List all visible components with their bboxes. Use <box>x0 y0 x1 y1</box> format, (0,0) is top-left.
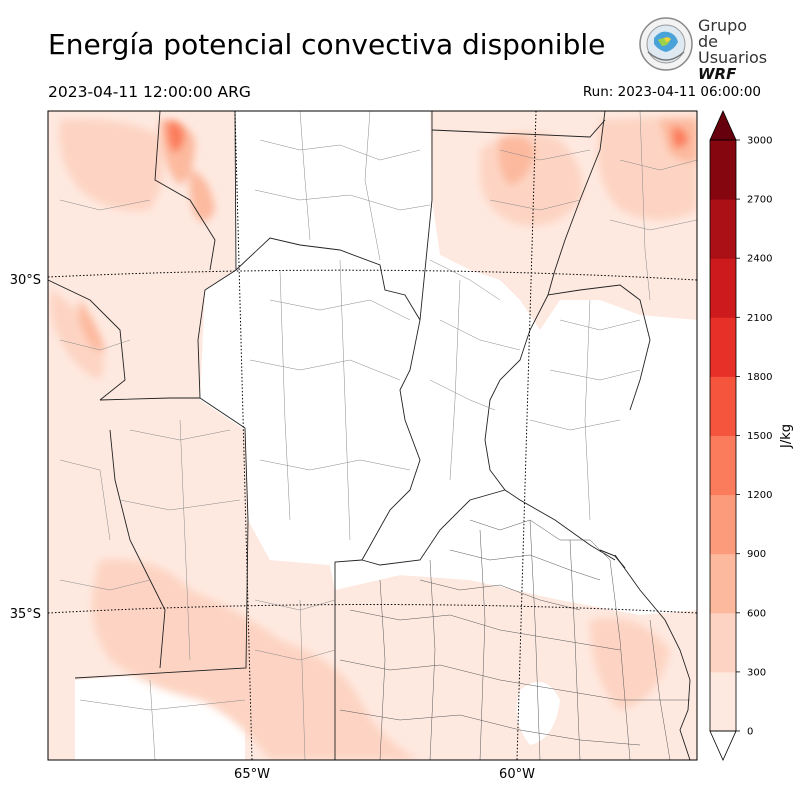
colorbar-tick-label: 1800 <box>747 372 772 383</box>
colorbar-tick-label: 3000 <box>747 136 772 147</box>
cape-fill-300-600 <box>49 115 697 760</box>
valid-time: 2023-04-11 12:00:00 ARG <box>48 83 251 101</box>
run-time: Run: 2023-04-11 06:00:00 <box>582 84 761 100</box>
colorbar-tick-label: 0 <box>747 727 753 738</box>
department-boundaries <box>59 111 697 760</box>
logo-text-line1: Grupo de <box>698 16 748 51</box>
colorbar-segment <box>710 671 736 732</box>
colorbar-unit-label: J/kg <box>779 424 794 449</box>
map-title: Energía potencial convectiva disponible <box>48 28 606 61</box>
colorbar-extend-min <box>709 730 737 761</box>
logo-text-wrf: WRF <box>698 65 737 83</box>
globe-logo-icon <box>639 17 693 71</box>
colorbar-tick-label: 1500 <box>747 431 772 442</box>
colorbar: 0 300 600 900 1200 1500 1800 2100 2400 2700 3000 <box>709 110 772 761</box>
grupo-usuarios-wrf-logo: Grupo de Usuarios WRF <box>638 16 768 82</box>
graticule <box>48 111 697 760</box>
map-plot-area <box>48 111 697 760</box>
colorbar-segment <box>710 199 736 259</box>
map-frame <box>47 110 698 761</box>
logo-text-line2: Usuarios <box>698 48 768 67</box>
colorbar-segment <box>710 376 736 436</box>
colorbar-segment <box>710 612 736 673</box>
colorbar-tick-label: 2400 <box>747 254 772 265</box>
coastline <box>614 554 691 760</box>
colorbar-extend-max <box>709 110 737 141</box>
colorbar-segment <box>710 317 736 377</box>
lat-label-35s: 35°S <box>10 607 41 622</box>
colorbar-tick-label: 1200 <box>747 490 772 501</box>
cape-fill-600-900 <box>78 119 697 351</box>
colorbar-tick-label: 2700 <box>747 195 772 206</box>
lon-label-65w: 65°W <box>234 767 270 782</box>
cape-fill-900-1500 <box>167 121 688 152</box>
lon-label-60w: 60°W <box>499 767 535 782</box>
colorbar-segment <box>710 258 736 318</box>
colorbar-tick-label: 900 <box>747 549 766 560</box>
colorbar-segment <box>710 140 736 200</box>
colorbar-segment <box>710 435 736 496</box>
colorbar-tick-label: 600 <box>747 608 766 619</box>
buenos-aires-partidos <box>339 519 690 760</box>
colorbar-segment <box>710 494 736 555</box>
lat-label-30s: 30°S <box>10 273 41 288</box>
colorbar-tick-label: 2100 <box>747 313 772 324</box>
colorbar-segment <box>710 553 736 614</box>
colorbar-tick-label: 300 <box>747 667 766 678</box>
province-boundaries <box>48 111 651 760</box>
river-plate-shore <box>599 549 626 569</box>
